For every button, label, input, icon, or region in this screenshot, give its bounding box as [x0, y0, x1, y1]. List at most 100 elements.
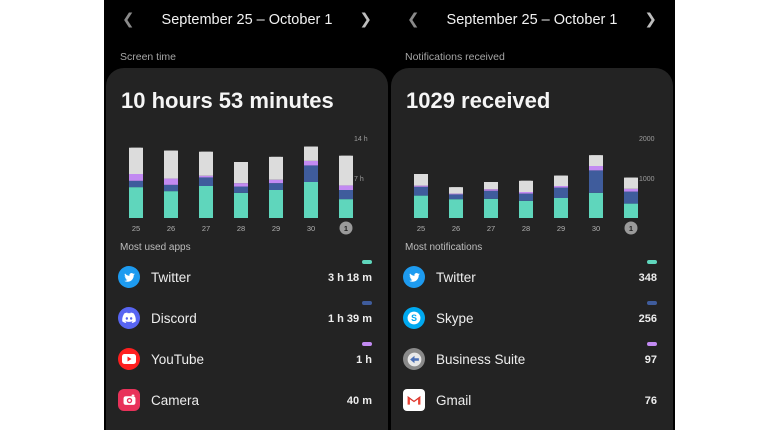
bar-cap: [339, 155, 353, 162]
app-row-skype[interactable]: S Skype 256: [391, 299, 673, 340]
screen-time-panel: ❮ September 25 – October 1 ❯ Screen time…: [104, 0, 390, 430]
app-row-gmail[interactable]: Gmail 76: [391, 381, 673, 422]
x-tick-label: 25: [417, 224, 425, 233]
bar-segment: [269, 179, 283, 184]
bar-segment: [304, 160, 318, 166]
app-name: Discord: [151, 311, 197, 326]
total-notifications: 1029 received: [406, 88, 551, 113]
bar-cap: [304, 146, 318, 153]
app-name: Gmail: [436, 393, 472, 408]
bar-segment: [449, 193, 463, 195]
app-name: Camera: [151, 393, 200, 408]
bar-segment: [589, 192, 603, 218]
app-row-twitter[interactable]: Twitter 3 h 18 m: [106, 258, 388, 299]
x-tick-label: 30: [592, 224, 600, 233]
x-tick-label: 30: [307, 224, 315, 233]
chevron-right-icon[interactable]: ❯: [644, 11, 657, 28]
y-tick-label: 7 h: [354, 176, 364, 183]
bar-segment: [414, 186, 428, 196]
legend-color-bar: [362, 342, 372, 346]
app-value: 40 m: [346, 395, 372, 407]
app-row-camera[interactable]: Camera 40 m: [106, 381, 388, 422]
selected-day-indicator: [339, 221, 353, 235]
bar-day-28[interactable]: [519, 180, 533, 218]
app-row-business-suite[interactable]: Business Suite 97: [391, 340, 673, 381]
bar-segment: [519, 192, 533, 194]
bar-segment: [624, 203, 638, 218]
bar-segment: [484, 198, 498, 218]
bar-day-29[interactable]: [269, 156, 283, 218]
y-tick-label: 14 h: [354, 136, 368, 143]
bar-cap: [199, 151, 213, 158]
app-row-discord[interactable]: Discord 1 h 39 m: [106, 299, 388, 340]
bar-segment: [199, 186, 213, 218]
notifications-panel: ❮ September 25 – October 1 ❯ Notificatio…: [389, 0, 675, 430]
x-tick-label: 26: [452, 224, 460, 233]
discord-icon: [118, 307, 140, 329]
bar-day-26[interactable]: [449, 187, 463, 218]
bar-day-26[interactable]: [164, 150, 178, 218]
camera-icon: [118, 389, 140, 411]
x-tick-label: 28: [237, 224, 245, 233]
youtube-play-icon: [118, 348, 140, 370]
x-tick-label: 1: [629, 224, 633, 233]
bar-segment: [234, 186, 248, 193]
bar-cap: [449, 187, 463, 194]
bar-day-25[interactable]: [129, 147, 143, 218]
x-tick-label: 1: [344, 224, 348, 233]
bar-cap: [624, 177, 638, 184]
svg-text:S: S: [411, 313, 417, 323]
bar-segment: [449, 199, 463, 218]
bar-day-1[interactable]: [339, 155, 353, 218]
bar-day-27[interactable]: [484, 182, 498, 218]
bar-segment: [234, 183, 248, 187]
app-value: 3 h 18 m: [327, 272, 372, 284]
most-notifications-list: Twitter 348 S Skype 256 Business Suite 97 Gmail…: [391, 258, 673, 422]
bar-segment: [519, 193, 533, 201]
selected-day-indicator: [624, 221, 638, 235]
chevron-left-icon[interactable]: ❮: [122, 11, 135, 28]
bar-day-30[interactable]: [304, 146, 318, 218]
section-caption: Notifications received: [405, 51, 505, 63]
bar-segment: [554, 187, 568, 198]
chevron-left-icon[interactable]: ❮: [407, 11, 420, 28]
bar-segment: [129, 147, 143, 174]
bar-segment: [624, 188, 638, 192]
bar-segment: [129, 180, 143, 188]
app-row-youtube[interactable]: YouTube 1 h: [106, 340, 388, 381]
chevron-right-icon[interactable]: ❯: [359, 11, 372, 28]
bar-segment: [449, 194, 463, 200]
bar-cap: [589, 155, 603, 162]
bar-day-25[interactable]: [414, 174, 428, 218]
screen-time-chart[interactable]: 14 h 7 h 25 26 27 28 29 30 1: [106, 128, 388, 238]
app-name: Business Suite: [436, 352, 526, 367]
app-row-twitter[interactable]: Twitter 348: [391, 258, 673, 299]
legend-color-bar: [647, 260, 657, 264]
y-tick-label: 2000: [639, 136, 655, 143]
bar-segment: [339, 155, 353, 186]
y-tick-label: 1000: [639, 176, 655, 183]
legend-color-bar: [362, 301, 372, 305]
date-range-label: September 25 – October 1: [161, 12, 333, 28]
bar-segment: [164, 178, 178, 185]
app-name: Twitter: [436, 270, 476, 285]
bar-day-27[interactable]: [199, 151, 213, 218]
bar-segment: [339, 190, 353, 200]
business-suite-icon: [403, 348, 425, 370]
app-value: 1 h 39 m: [327, 313, 372, 325]
bar-segment: [414, 185, 428, 187]
bar-day-1[interactable]: [624, 177, 638, 218]
bar-day-28[interactable]: [234, 162, 248, 218]
app-value: 256: [638, 313, 657, 325]
bar-segment: [339, 199, 353, 218]
app-name: Twitter: [151, 270, 191, 285]
bar-cap: [554, 175, 568, 182]
x-tick-label: 28: [522, 224, 530, 233]
notifications-chart[interactable]: 2000 1000 25 26 27 28 29 30 1: [391, 128, 673, 238]
notifications-card: 1029 received 2000 1000 25 26 27 28 29 30 1 Most…: [391, 68, 673, 430]
bar-day-30[interactable]: [589, 155, 603, 218]
bar-cap: [484, 182, 498, 188]
bar-day-29[interactable]: [554, 175, 568, 218]
bar-segment: [589, 166, 603, 171]
